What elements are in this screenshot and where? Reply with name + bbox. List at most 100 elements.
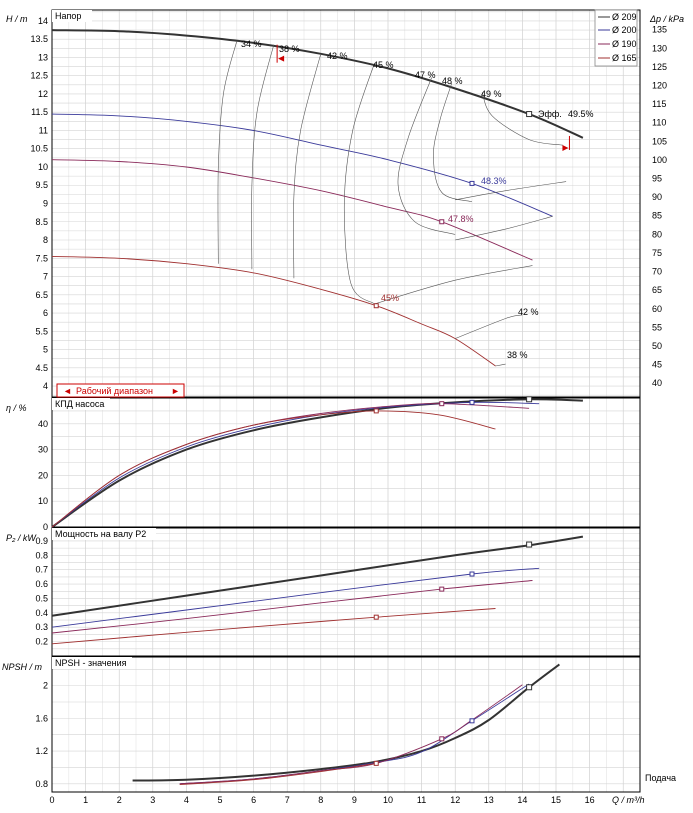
y-tick-label: 6	[43, 308, 48, 318]
x-tick-label: 14	[517, 795, 527, 805]
eff-label-495: 49.5%	[568, 109, 594, 119]
range-marker-right-arrow	[562, 144, 569, 151]
x-tick-label: 5	[217, 795, 222, 805]
y2-tick-label: 45	[652, 360, 662, 370]
duty-point	[526, 684, 533, 691]
eff-label-47: 47 %	[415, 70, 436, 80]
y2-tick-label: 50	[652, 341, 662, 351]
duty-point	[469, 718, 475, 724]
efficiency-iso-line	[343, 62, 375, 305]
y-tick-label: 1.2	[35, 746, 48, 756]
y-tick-label: 20	[38, 470, 48, 480]
efficiency-panel-title: КПД насоса	[55, 399, 104, 409]
y-tick-label: 8	[43, 235, 48, 245]
eff-label-49: 49 %	[481, 89, 502, 99]
head-panel-title: Напор	[55, 11, 81, 21]
x-tick-label: 2	[117, 795, 122, 805]
npsh-y-axis-label: NPSH / m	[2, 662, 43, 672]
y-tick-label: 0	[43, 522, 48, 532]
y-tick-label: 6.5	[35, 290, 48, 300]
y-tick-label: 0.9	[35, 536, 48, 546]
efficiency-iso-line	[481, 91, 563, 146]
head-title-bg	[52, 10, 92, 22]
y-tick-label: 7	[43, 272, 48, 282]
duty-point	[373, 760, 379, 766]
y-tick-label: 13.5	[30, 34, 48, 44]
y2-tick-label: 90	[652, 192, 662, 202]
y2-tick-label: 110	[652, 118, 666, 128]
efficiency-y-axis-label: η / %	[6, 403, 27, 413]
y-tick-label: 9.5	[35, 180, 48, 190]
npsh-panel-title: NPSH - значения	[55, 658, 127, 668]
y2-tick-label: 105	[652, 136, 667, 146]
x-axis-label: Q / m³/h	[612, 795, 645, 805]
x-tick-label: 13	[484, 795, 494, 805]
y2-tick-label: 95	[652, 174, 662, 184]
duty-point	[526, 541, 533, 548]
y-tick-label: 0.3	[35, 622, 48, 632]
x-tick-label: 12	[450, 795, 460, 805]
eff-title-bg	[52, 398, 110, 410]
duty-point	[439, 401, 445, 407]
series-line	[51, 580, 533, 634]
legend-box	[594, 9, 638, 67]
x-tick-label: 4	[184, 795, 189, 805]
y2-tick-label: 130	[652, 43, 667, 53]
y-tick-label: 11.5	[31, 107, 48, 117]
eff-label-42: 42 %	[327, 51, 348, 61]
legend-entry-190: Ø 190	[612, 39, 637, 49]
operating-range-label: Рабочий диапазон	[76, 386, 153, 396]
efficiency-iso-line	[455, 216, 553, 241]
panel-frame	[51, 9, 641, 398]
duty-point	[469, 399, 475, 405]
y2-tick-label: 85	[652, 211, 662, 221]
x-tick-label: 7	[285, 795, 290, 805]
x-tick-label: 11	[417, 795, 426, 805]
y-tick-label: 9	[43, 199, 48, 209]
series-line	[51, 255, 496, 367]
series-line	[51, 410, 496, 528]
eff-label-483: 48.3%	[481, 176, 507, 186]
y2-tick-label: 100	[652, 155, 667, 165]
duty-point	[526, 396, 533, 403]
power-panel-title: Мощность на валу P2	[55, 529, 146, 539]
duty-point	[373, 303, 379, 309]
eff-label-38: 38 %	[279, 44, 300, 54]
duty-point	[373, 614, 379, 620]
mark-layer	[276, 44, 570, 766]
operating-range-box	[56, 383, 185, 398]
duty-point	[373, 408, 379, 414]
x-tick-label: 15	[551, 795, 561, 805]
efficiency-iso-line	[374, 265, 533, 305]
series-line	[51, 535, 584, 617]
eff-label-38-low: 38 %	[507, 350, 528, 360]
operating-range-left-arrow: ◄	[63, 386, 72, 396]
series-line	[51, 608, 496, 645]
y-tick-label: 40	[38, 419, 48, 429]
series-line	[51, 113, 553, 217]
duty-point	[439, 219, 445, 225]
duty-point	[439, 736, 445, 742]
power-y-axis-label: P₂ / kW	[6, 533, 37, 543]
series-line	[132, 663, 560, 782]
y2-tick-label: 55	[652, 322, 662, 332]
efficiency-iso-line	[397, 77, 456, 235]
text-layer: Напор КПД насоса Мощность на валу P2 NPS…	[2, 9, 684, 805]
operating-range-right-arrow: ►	[171, 386, 180, 396]
y-tick-label: 2	[43, 681, 48, 691]
eff-label-eff: Эфф.	[538, 109, 562, 119]
y-tick-label: 12.5	[30, 71, 48, 81]
grid-layer	[51, 9, 641, 793]
legend: Ø 209 Ø 200 Ø 190 Ø 165	[594, 9, 638, 67]
y-tick-label: 11	[39, 125, 48, 135]
series-line	[179, 684, 523, 785]
x-tick-label: 0	[49, 795, 54, 805]
efficiency-iso-line	[455, 314, 523, 339]
curve-layer	[51, 29, 584, 786]
efficiency-iso-line	[455, 181, 567, 201]
x-tick-label: 3	[150, 795, 155, 805]
y-tick-label: 5	[43, 345, 48, 355]
y-tick-label: 10	[38, 162, 48, 172]
legend-entry-209: Ø 209	[612, 12, 637, 22]
y-tick-label: 10.5	[30, 144, 48, 154]
